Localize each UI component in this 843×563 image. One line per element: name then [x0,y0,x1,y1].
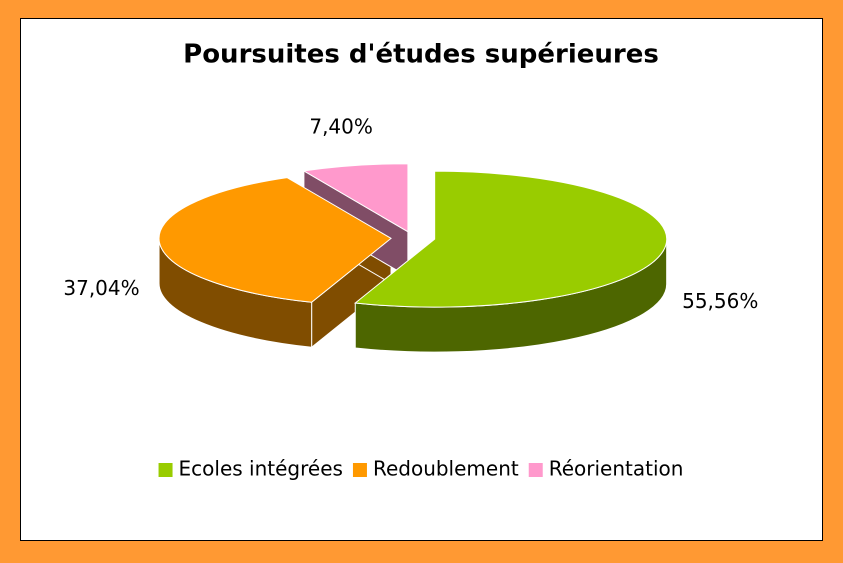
legend-label: Ecoles intégrées [179,457,343,481]
data-label: 55,56% [682,289,758,313]
legend-swatch [528,463,543,477]
legend-label: Redoublement [373,457,519,481]
data-label: 7,40% [309,115,373,139]
legend-swatch [352,463,367,477]
slice [158,177,392,303]
legend-swatch [158,463,173,477]
slice [302,163,409,233]
chart-title: Poursuites d'études supérieures [183,40,659,70]
legend-label: Réorientation [549,457,684,481]
slice [354,170,668,308]
data-label: 37,04% [63,276,139,300]
